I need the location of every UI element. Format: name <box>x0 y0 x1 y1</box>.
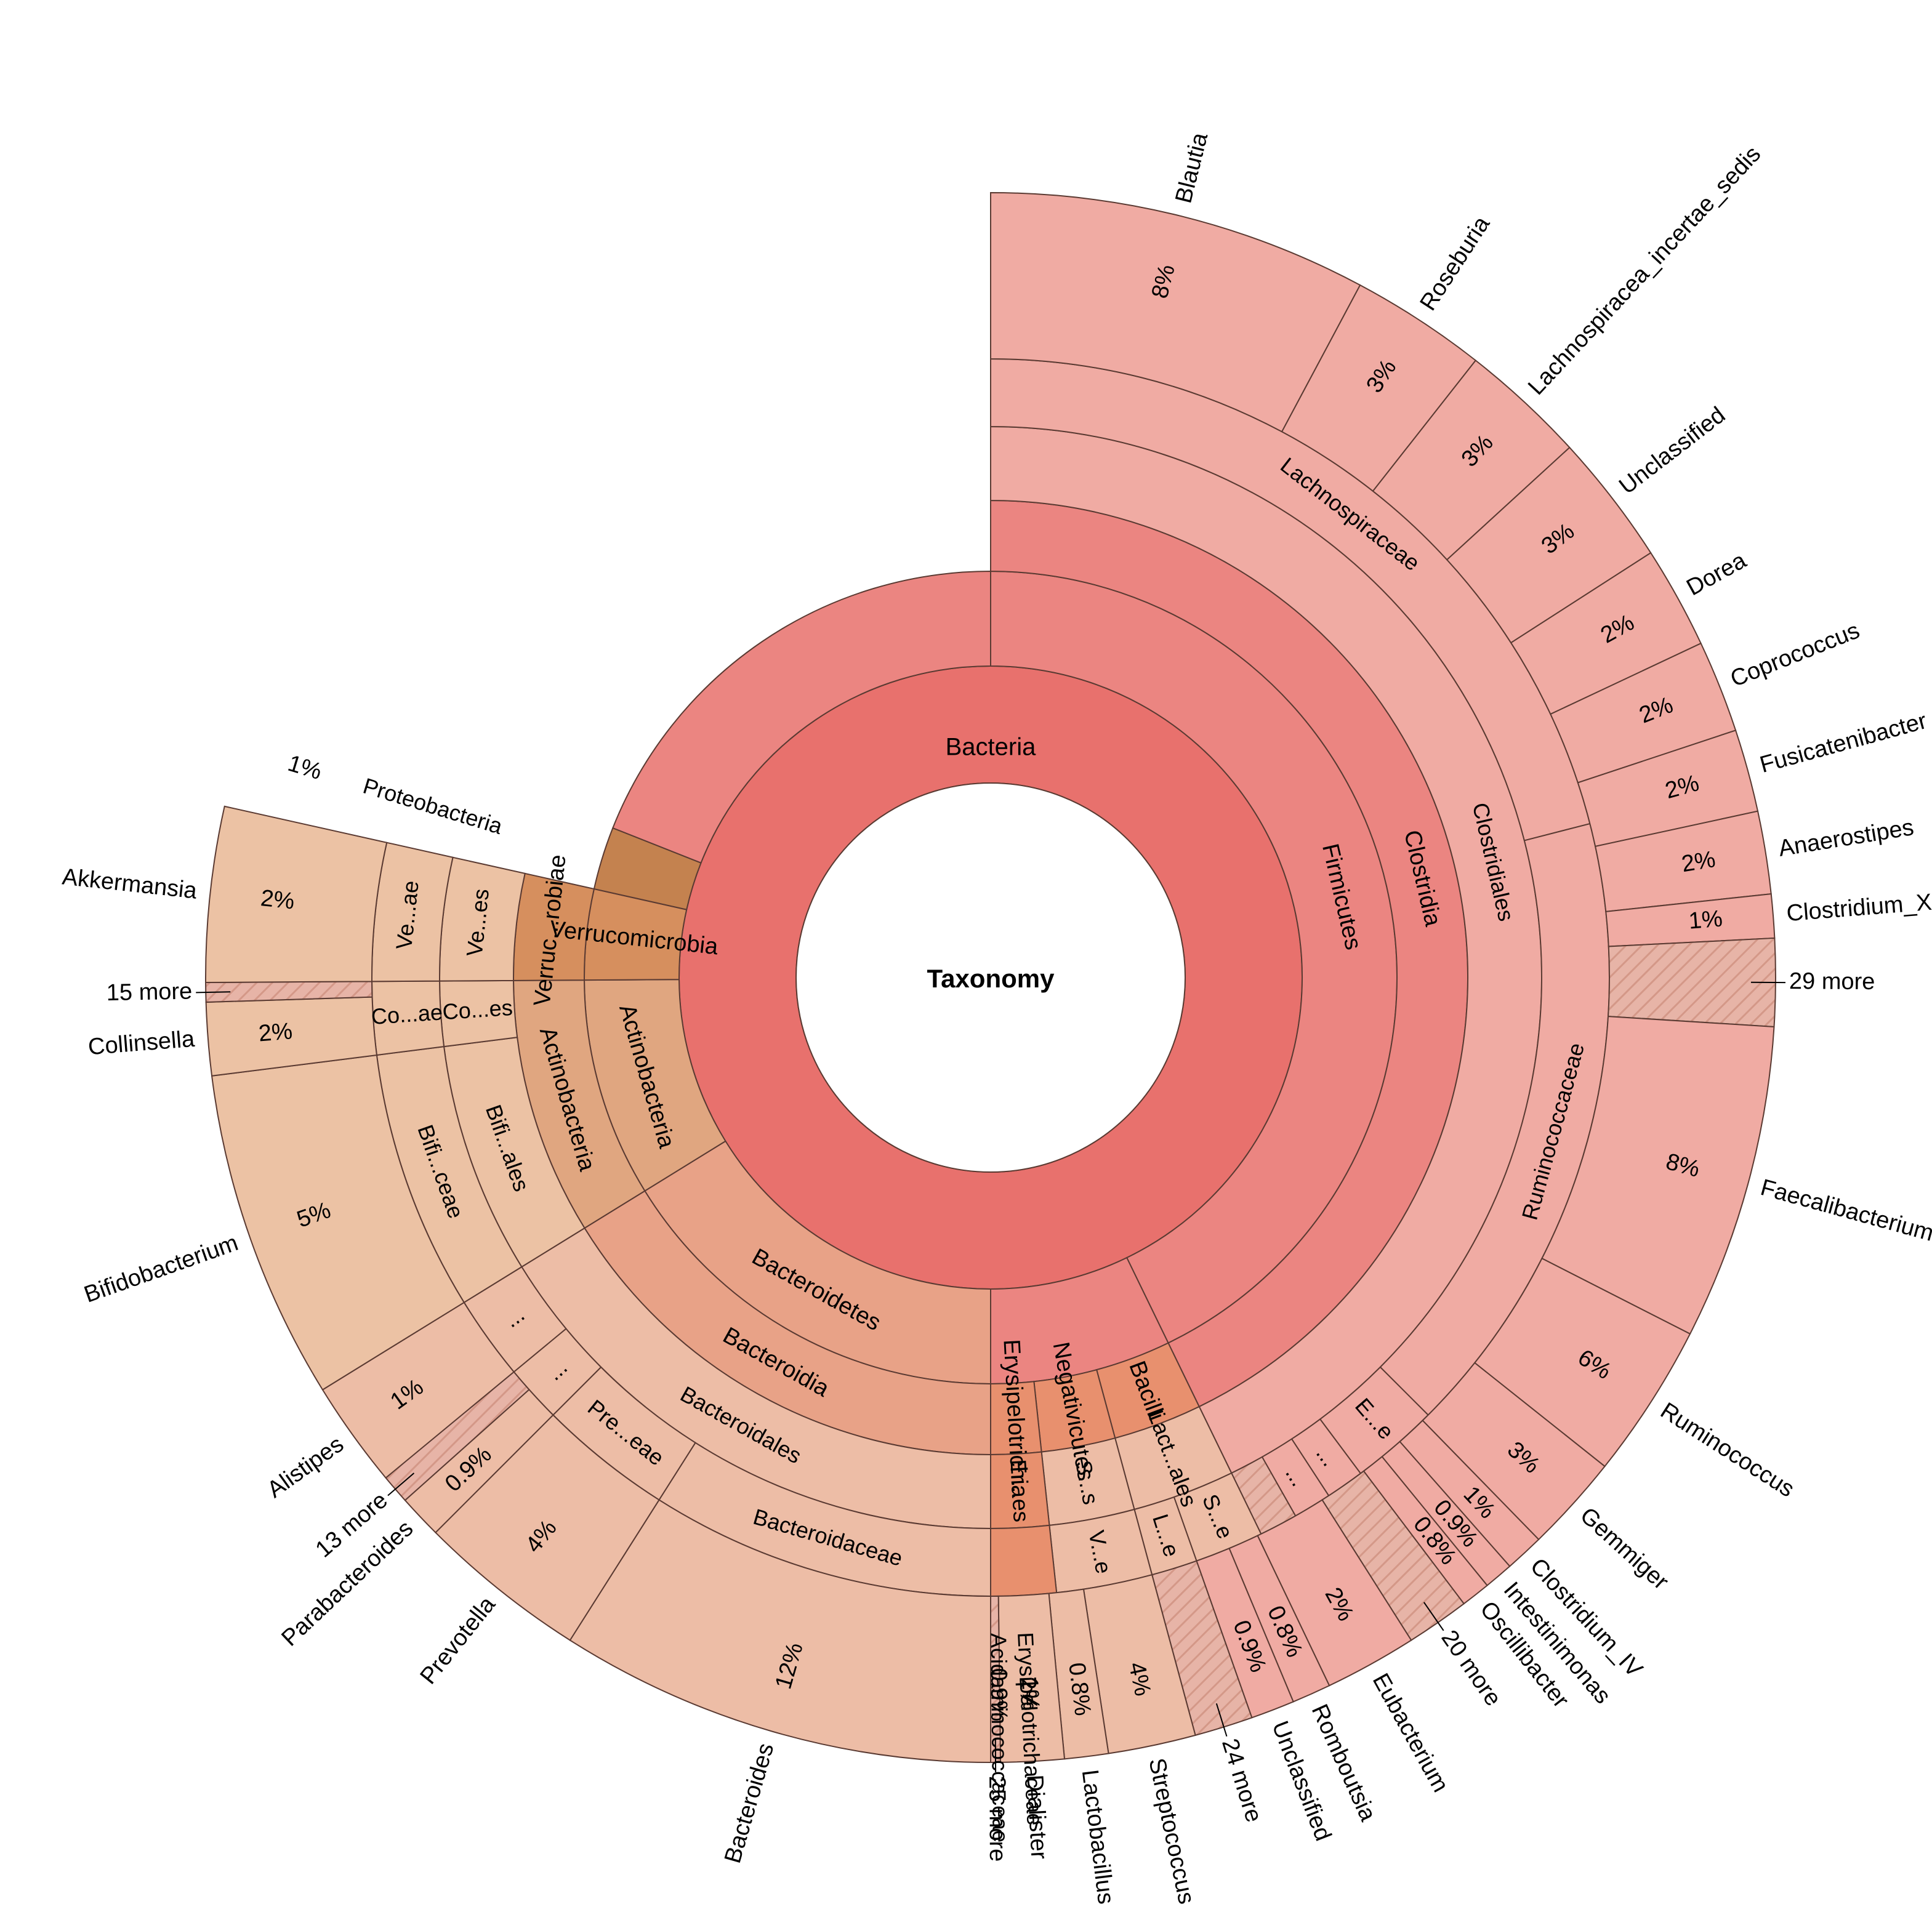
pct-collinsella: 2% <box>257 1018 293 1046</box>
pct-dialister: 1% <box>1016 1676 1044 1711</box>
leader-13-more <box>387 1472 415 1496</box>
pct-clostridium-xlva: 1% <box>1688 906 1723 934</box>
sunburst-wedges <box>205 191 1776 1764</box>
genus-label-25-more: 25 more <box>984 1776 1010 1862</box>
label-coriobacteriales: Co...es <box>441 995 513 1024</box>
genus-label-dialister: Dialister <box>1021 1774 1052 1860</box>
label-erysipelotrichales: Er...es <box>1005 1459 1034 1523</box>
genus-label-15-more: 15 more <box>106 978 192 1006</box>
genus-label-gemmiger: Gemmiger <box>1575 1503 1673 1595</box>
genus-label-dorea: Dorea <box>1682 547 1751 601</box>
label-acidaminococcaceae: Acidaminococcaceae <box>986 1633 1013 1843</box>
genus-label-lactobacillus: Lactobacillus <box>1077 1768 1119 1905</box>
genus-label-akkermansia: Akkermansia <box>61 864 199 904</box>
leader-20-more <box>1423 1602 1444 1631</box>
genus-label-lachnospiracea-incertae-sedis: Lachnospiracea_incertae_sedis <box>1523 141 1766 400</box>
genus-label-clostridium-xlva: Clostridium_XlVa <box>1785 887 1932 927</box>
pct-acidaminococcaceae: 0.9% <box>986 1668 1012 1721</box>
leader-24-more <box>1215 1703 1228 1737</box>
genus-label-fusicatenibacter: Fusicatenibacter <box>1757 708 1930 778</box>
genus-label-eubacterium: Eubacterium <box>1367 1669 1454 1796</box>
genus-label-alistipes: Alistipes <box>263 1431 348 1503</box>
pct-lactobacillus: 0.8% <box>1063 1661 1095 1717</box>
genus-label-bifidobacterium: Bifidobacterium <box>81 1230 241 1308</box>
genus-label-roseburia: Roseburia <box>1415 211 1495 315</box>
pct-akkermansia: 2% <box>259 885 296 915</box>
genus-label-streptococcus: Streptococcus <box>1143 1756 1199 1906</box>
genus-label-ruminococcus: Ruminococcus <box>1656 1398 1798 1503</box>
wedge-erysipelotrichaceae[interactable] <box>990 1524 1058 1597</box>
center-hole <box>795 782 1186 1173</box>
label-proteobacteria: Proteobacteria <box>360 773 506 840</box>
pct-proteobacteria: 1% <box>285 750 325 785</box>
genus-label-unclassified-lachnospiraceae-: Unclassified <box>1614 402 1730 499</box>
genus-label-collinsella: Collinsella <box>87 1026 196 1061</box>
label-bacteria: Bacteria <box>946 734 1036 761</box>
label-leader-lines <box>196 981 1785 1772</box>
genus-label-24-more: 24 more <box>1217 1736 1267 1826</box>
genus-label-29-more: 29 more <box>1789 968 1875 995</box>
genus-label-bacteroides: Bacteroides <box>720 1740 779 1866</box>
wedge-akkermansia[interactable] <box>205 805 388 984</box>
genus-label-blautia: Blautia <box>1170 130 1213 206</box>
wedge-29-more[interactable] <box>1607 937 1776 1028</box>
genus-label-faecalibacterium: Faecalibacterium <box>1758 1175 1932 1247</box>
genus-label-coprococcus: Coprococcus <box>1727 617 1864 692</box>
label-coriobacteriaceae: Co...ae <box>371 999 444 1029</box>
pct-anaerostipes: 2% <box>1680 846 1717 877</box>
chart-title: Taxonomy <box>927 964 1055 993</box>
genus-label-anaerostipes: Anaerostipes <box>1777 814 1916 862</box>
pct-erysipelotrichaceae: 2% <box>1014 1676 1042 1711</box>
genus-label-prevotella: Prevotella <box>415 1591 501 1689</box>
